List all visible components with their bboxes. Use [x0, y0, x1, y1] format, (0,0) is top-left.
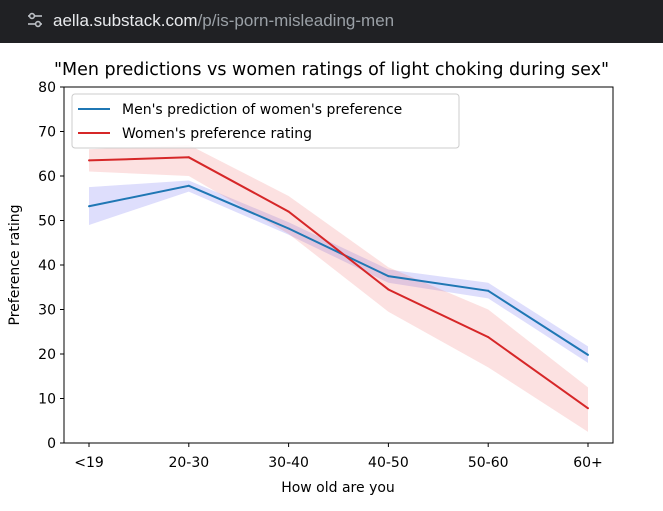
data-point-0-5	[587, 353, 589, 356]
data-point-0-0	[88, 205, 90, 208]
series-lines	[88, 156, 589, 410]
data-point-1-1	[187, 156, 190, 159]
y-tick-label: 40	[38, 258, 56, 274]
url-domain: aella.substack.com	[53, 11, 198, 30]
data-point-1-0	[88, 159, 90, 162]
data-point-1-5	[587, 407, 589, 410]
address-bar[interactable]: aella.substack.com/p/is-porn-misleading-…	[0, 0, 663, 43]
chart-title: "Men predictions vs women ratings of lig…	[53, 60, 610, 80]
x-tick-label: 30-40	[268, 455, 309, 471]
site-settings-icon[interactable]	[26, 11, 44, 29]
legend-label-0: Men's prediction of women's preference	[122, 102, 402, 118]
x-tick-label: 60+	[573, 455, 603, 471]
x-tick-label: <19	[74, 455, 104, 471]
legend: Men's prediction of women's preference Wo…	[71, 93, 460, 149]
data-point-0-1	[187, 184, 190, 187]
y-axis: 0 10 20 30 40 50 60 70 80	[38, 80, 64, 452]
y-tick-label: 10	[38, 392, 56, 408]
confidence-band-1	[89, 144, 588, 432]
x-axis-label: How old are you	[281, 480, 395, 496]
data-point-0-4	[487, 289, 490, 292]
url-path: /p/is-porn-misleading-men	[197, 11, 395, 30]
series-line-0	[88, 184, 589, 356]
x-tick-label: 40-50	[368, 455, 409, 471]
data-point-1-3	[387, 288, 390, 291]
url-text[interactable]: aella.substack.com/p/is-porn-misleading-…	[53, 11, 394, 31]
x-tick-label: 50-60	[468, 455, 509, 471]
data-point-1-4	[487, 336, 490, 339]
y-tick-label: 20	[38, 347, 56, 363]
data-point-0-3	[387, 275, 390, 278]
confidence-bands	[89, 144, 588, 432]
data-point-1-2	[287, 210, 290, 213]
x-tick-label: 20-30	[168, 455, 209, 471]
y-tick-label: 80	[38, 80, 56, 96]
y-tick-label: 30	[38, 303, 56, 319]
y-axis-label: Preference rating	[7, 205, 23, 326]
legend-box	[71, 93, 460, 149]
legend-label-1: Women's preference rating	[122, 126, 312, 142]
y-tick-label: 60	[38, 169, 56, 185]
y-tick-label: 50	[38, 214, 56, 230]
series-line-1	[88, 156, 589, 410]
data-point-0-2	[287, 227, 290, 230]
confidence-band-0	[89, 180, 588, 363]
x-axis: <19 20-30 30-40 40-50 50-60 60+	[74, 443, 603, 471]
y-tick-label: 0	[47, 436, 56, 452]
y-tick-label: 70	[38, 125, 56, 141]
